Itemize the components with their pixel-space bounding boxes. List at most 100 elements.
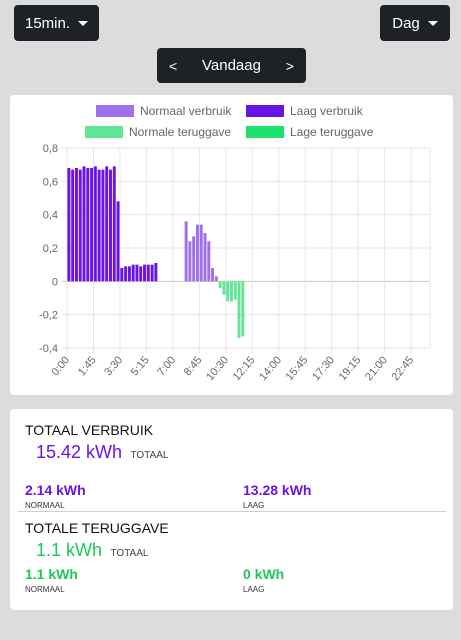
- return-low: 0 kWh: [243, 566, 285, 582]
- legend-low-use[interactable]: Laag verbruik: [246, 104, 363, 118]
- x-tick-label: 14:00: [257, 354, 284, 383]
- legend-swatch-low-return: [246, 126, 284, 138]
- x-tick-label: 17:30: [310, 354, 337, 383]
- bar: [93, 166, 97, 282]
- usage-section: TOTAAL VERBRUIK 15.42 kWh TOTAAL 2.14 kW…: [25, 422, 445, 510]
- bar: [127, 266, 131, 282]
- bar: [67, 168, 71, 282]
- bar: [214, 276, 218, 282]
- x-tick-label: 0:00: [49, 354, 72, 378]
- legend-normal-use[interactable]: Normaal verbruik: [96, 104, 231, 118]
- x-tick-label: 10:30: [204, 354, 231, 383]
- usage-normal-label: NORMAAL: [25, 501, 65, 510]
- bar: [112, 166, 116, 282]
- bar: [203, 233, 207, 282]
- bar: [237, 281, 241, 338]
- legend-label: Normale teruggave: [129, 125, 232, 139]
- bar: [86, 168, 90, 282]
- bar: [230, 281, 233, 302]
- prev-day-button[interactable]: <: [169, 57, 178, 74]
- legend-swatch-normal-return: [85, 126, 123, 138]
- bar: [120, 268, 124, 282]
- bar: [199, 224, 203, 282]
- chevron-down-icon: [427, 20, 438, 26]
- bar: [124, 266, 128, 282]
- section-divider: [18, 511, 446, 512]
- return-total: 1.1 kWh: [36, 540, 103, 560]
- usage-title: TOTAAL VERBRUIK: [25, 422, 154, 438]
- bar: [188, 241, 192, 282]
- bar: [195, 224, 199, 282]
- y-tick-label: 0,4: [43, 210, 58, 222]
- bar: [109, 169, 112, 282]
- bar: [226, 281, 230, 302]
- bar: [233, 281, 237, 300]
- y-tick-label: -0,4: [39, 343, 58, 355]
- y-tick-label: -0,2: [39, 310, 58, 322]
- bar: [139, 266, 143, 282]
- bar: [105, 166, 109, 282]
- usage-total: 15.42 kWh: [36, 442, 123, 462]
- bar: [146, 264, 150, 282]
- bar: [101, 169, 105, 282]
- next-day-button[interactable]: >: [285, 57, 294, 74]
- x-tick-label: 21:00: [363, 354, 390, 383]
- bar: [150, 264, 154, 282]
- period-dropdown[interactable]: Dag: [380, 5, 450, 41]
- interval-dropdown-label: 15min.: [24, 14, 71, 32]
- x-tick-label: 22:45: [390, 354, 417, 383]
- x-tick-label: 7:00: [155, 354, 178, 378]
- legend-low-return[interactable]: Lage teruggave: [246, 125, 373, 139]
- date-navigator: < Vandaag >: [157, 48, 306, 83]
- return-low-label: LAAG: [243, 585, 265, 594]
- x-tick-label: 19:15: [337, 354, 364, 383]
- chart-card: Normaal verbruik Laag verbruik Normale t…: [10, 95, 453, 395]
- bar: [154, 263, 158, 282]
- legend-label: Normaal verbruik: [140, 104, 232, 118]
- x-tick-label: 12:15: [231, 354, 258, 383]
- interval-dropdown[interactable]: 15min.: [14, 5, 99, 41]
- bar: [131, 264, 135, 282]
- x-tick-label: 5:15: [129, 354, 152, 378]
- bar: [207, 241, 211, 282]
- return-section: TOTALE TERUGGAVE 1.1 kWh TOTAAL 1.1 kWh …: [25, 520, 445, 594]
- return-title: TOTALE TERUGGAVE: [25, 520, 169, 536]
- usage-total-label: TOTAAL: [130, 450, 169, 461]
- usage-normal: 2.14 kWh: [25, 482, 86, 498]
- date-label: Vandaag: [202, 57, 261, 74]
- x-tick-label: 8:45: [182, 354, 205, 378]
- bar: [116, 201, 120, 282]
- usage-low: 13.28 kWh: [243, 482, 312, 498]
- bar: [143, 264, 146, 282]
- chevron-down-icon: [78, 20, 89, 26]
- energy-chart: 0,8 0,6 0,4 0,2 0 -0,2 -0,40:00 1:45 3:30 5:15 7:0…: [39, 143, 431, 383]
- bar: [241, 281, 245, 337]
- usage-low-label: LAAG: [243, 501, 265, 510]
- x-tick-label: 1:45: [76, 354, 99, 378]
- bar: [135, 264, 139, 282]
- period-dropdown-label: Dag: [392, 14, 420, 32]
- bar: [74, 168, 78, 282]
- return-total-label: TOTAAL: [110, 548, 149, 559]
- y-tick-label: 0,6: [43, 176, 58, 188]
- y-tick-label: 0,2: [43, 243, 58, 255]
- bar: [211, 268, 215, 282]
- legend-swatch-normal-use: [96, 105, 134, 117]
- bar: [71, 169, 75, 282]
- bar: [192, 236, 196, 282]
- legend-normal-return[interactable]: Normale teruggave: [85, 125, 231, 139]
- x-tick-label: 15:45: [284, 354, 311, 383]
- bar: [82, 166, 86, 282]
- return-normal-label: NORMAAL: [25, 585, 65, 594]
- x-tick-label: 3:30: [102, 354, 125, 378]
- return-normal: 1.1 kWh: [25, 566, 78, 582]
- legend-label: Laag verbruik: [290, 104, 363, 118]
- totals-card: TOTAAL VERBRUIK 15.42 kWh TOTAAL 2.14 kW…: [10, 409, 453, 610]
- bar: [218, 281, 222, 288]
- bar: [78, 169, 82, 282]
- y-tick-label: 0: [52, 276, 58, 288]
- bar: [97, 169, 101, 282]
- bar: [90, 168, 94, 282]
- legend-swatch-low-use: [246, 105, 284, 117]
- legend-label: Lage teruggave: [290, 125, 374, 139]
